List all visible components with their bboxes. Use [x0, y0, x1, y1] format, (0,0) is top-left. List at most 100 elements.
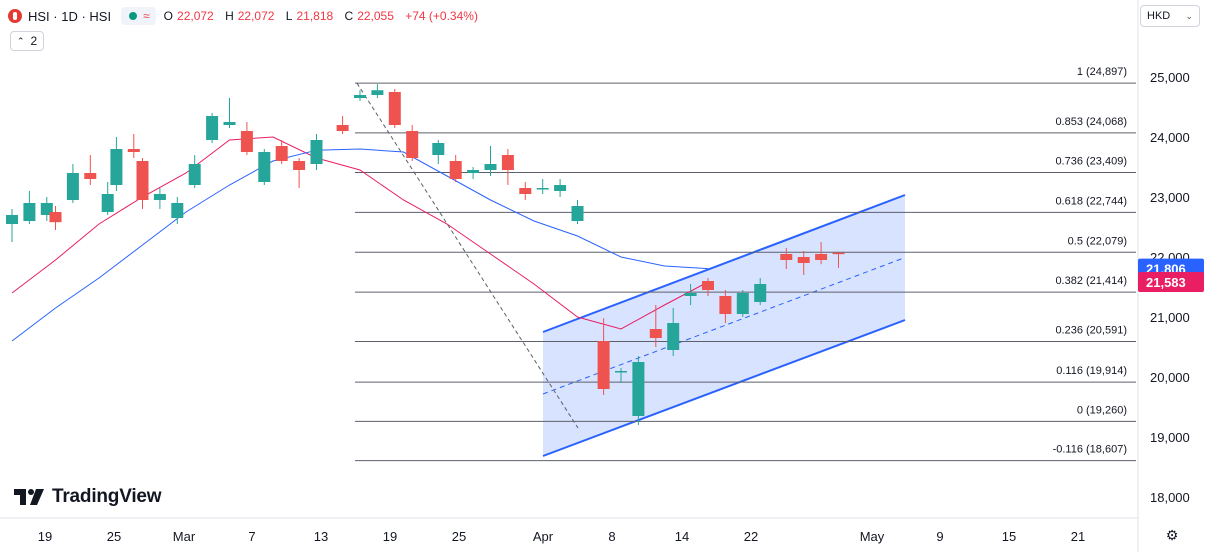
fib-level-label: 0.853 (24,068)	[1055, 116, 1127, 128]
candle-body	[110, 149, 123, 185]
candle[interactable]	[432, 140, 445, 164]
candle-body	[136, 161, 149, 200]
candle-body	[310, 140, 323, 164]
y-tick-label: 19,000	[1150, 430, 1190, 445]
candle[interactable]	[127, 134, 140, 158]
fib-trend-line[interactable]	[356, 82, 579, 429]
candle-body	[206, 116, 219, 140]
low-label: L	[285, 9, 293, 23]
candle[interactable]	[66, 164, 79, 203]
candle[interactable]	[258, 149, 271, 185]
candle[interactable]	[797, 251, 810, 275]
candle[interactable]	[632, 356, 645, 425]
candle-body	[240, 131, 253, 152]
candle[interactable]	[188, 155, 201, 188]
candle[interactable]	[615, 368, 627, 383]
candle[interactable]	[649, 305, 662, 347]
candle[interactable]	[702, 278, 714, 296]
fib-level-label: 0.116 (19,914)	[1056, 365, 1127, 377]
candle[interactable]	[153, 188, 166, 209]
x-tick-label: May	[860, 529, 885, 544]
candle-body	[597, 341, 610, 389]
candle[interactable]	[449, 155, 462, 182]
candle[interactable]	[136, 158, 149, 209]
candle[interactable]	[223, 98, 236, 128]
candle[interactable]	[719, 290, 732, 323]
candle[interactable]	[23, 191, 36, 224]
candle[interactable]	[519, 182, 532, 200]
candle-body	[49, 212, 62, 223]
candle[interactable]	[84, 155, 97, 185]
candle[interactable]	[171, 197, 184, 224]
candle[interactable]	[293, 158, 306, 188]
candle-body	[780, 254, 793, 260]
symbol-title[interactable]: HSI · 1D · HSI	[28, 8, 112, 24]
candle[interactable]	[275, 140, 288, 164]
candle[interactable]	[780, 248, 793, 269]
candle-body	[754, 284, 767, 302]
candle[interactable]	[736, 290, 749, 317]
candle-body	[519, 188, 532, 194]
candle[interactable]	[406, 125, 419, 161]
fib-level-label: 0.5 (22,079)	[1068, 235, 1127, 247]
x-tick-label: 9	[936, 529, 943, 544]
candle[interactable]	[554, 179, 567, 197]
channel-lower-line[interactable]	[542, 319, 906, 457]
candle-body	[23, 203, 36, 221]
candle[interactable]	[467, 167, 480, 179]
ma-slow-line[interactable]	[11, 148, 709, 342]
y-tick-label: 18,000	[1150, 490, 1190, 505]
candle-body	[432, 143, 445, 155]
tradingview-logo[interactable]: TradingView	[14, 486, 162, 508]
candle-body	[449, 161, 462, 179]
candle[interactable]	[832, 252, 845, 268]
candle[interactable]	[240, 122, 253, 155]
candle-body	[188, 164, 201, 185]
x-tick-label: 19	[383, 529, 397, 544]
candle-body	[258, 152, 271, 182]
candle-body	[832, 252, 845, 255]
settings-gear-icon[interactable]: ⚙	[1165, 527, 1179, 543]
currency-select[interactable]: HKD ⌄	[1140, 5, 1200, 27]
candle[interactable]	[6, 209, 18, 242]
candle[interactable]	[206, 113, 219, 143]
candle[interactable]	[336, 116, 349, 134]
hsi-logo-icon	[8, 9, 22, 23]
candle-body	[171, 203, 184, 218]
candle[interactable]	[684, 284, 697, 305]
candle-body	[354, 95, 366, 98]
fib-level-label: 0.736 (23,409)	[1055, 155, 1127, 167]
candle[interactable]	[388, 89, 401, 128]
candle[interactable]	[754, 278, 767, 305]
candle-body	[388, 92, 401, 125]
market-status-pill[interactable]: ≈	[121, 7, 156, 25]
y-tick-label: 24,000	[1150, 130, 1190, 145]
candle[interactable]	[49, 206, 62, 230]
wave-icon: ≈	[143, 9, 150, 23]
market-open-icon	[129, 12, 138, 20]
candle[interactable]	[371, 84, 384, 98]
high-label: H	[225, 9, 234, 23]
ma-fast-line[interactable]	[11, 136, 709, 330]
candle-body	[684, 293, 697, 296]
open-label: O	[163, 9, 174, 23]
candle[interactable]	[501, 149, 514, 185]
candle-body	[406, 131, 419, 158]
candle[interactable]	[101, 182, 114, 215]
candle-body	[815, 254, 828, 260]
candle[interactable]	[815, 242, 828, 265]
candle[interactable]	[597, 318, 610, 395]
candle[interactable]	[310, 134, 323, 170]
candle-body	[667, 323, 680, 350]
candle[interactable]	[536, 179, 549, 194]
candle[interactable]	[571, 200, 584, 224]
candle-body	[615, 371, 627, 373]
channel-upper-line[interactable]	[542, 194, 906, 333]
candle[interactable]	[354, 90, 366, 101]
candle[interactable]	[484, 146, 497, 176]
candle[interactable]	[667, 308, 680, 356]
ohlc-readout: O 22,072 H 22,072 L 21,818 C 22,055 +74 (+0.…	[164, 9, 482, 23]
indicators-toggle[interactable]: ⌃ 2	[10, 31, 45, 51]
candle[interactable]	[110, 137, 123, 191]
